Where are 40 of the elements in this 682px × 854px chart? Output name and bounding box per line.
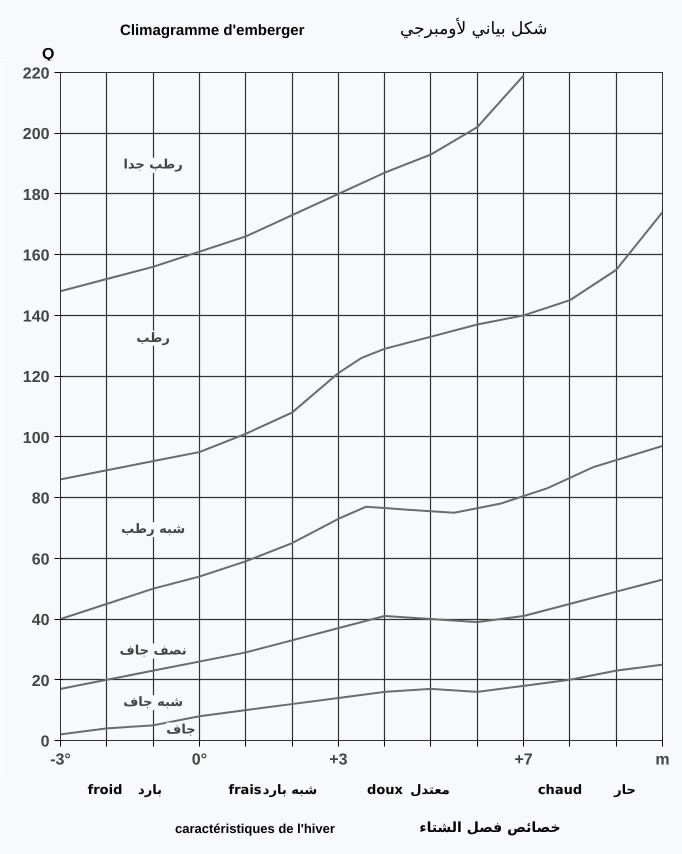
text: خصائص فصل الشتاء (419, 819, 561, 838)
text: بارد (138, 782, 162, 800)
y-tick-label: 160 (22, 248, 50, 265)
y-tick-label: 140 (22, 308, 50, 326)
annotation: شبه جاف (123, 695, 184, 710)
y-tick-label: 220 (22, 66, 50, 82)
y-tick-label: 0 (40, 734, 50, 750)
text: doux (367, 782, 403, 800)
y-tick-label: 120 (22, 369, 50, 386)
y-tick-label: 20 (32, 672, 50, 690)
annotation: شبه رطب (121, 522, 186, 538)
annotation: رطب (136, 330, 170, 346)
text: معتدل (410, 782, 450, 800)
x-tick-label: +3 (329, 752, 348, 768)
y-tick-label: 200 (22, 126, 50, 144)
x-axis-title: caractéristiques de l'hiver (175, 820, 335, 838)
annotation: نصف جاف (120, 644, 187, 659)
text: froid (88, 782, 122, 800)
y-tick-label: 100 (22, 430, 50, 447)
line-series (60, 211, 662, 480)
y-tick-label: 180 (22, 186, 50, 204)
text: frais (228, 782, 262, 800)
line-series (60, 444, 662, 620)
x-tick-label: 0° (192, 752, 208, 768)
annotation: رطب جدا (123, 158, 183, 173)
y-tick-label: 40 (32, 612, 50, 630)
y-tick-label: 80 (32, 490, 50, 508)
x-tick-label: -3° (50, 752, 71, 768)
chart-subtitle: شكل بياني لأومبرجي (400, 17, 548, 41)
line-series (60, 74, 525, 292)
text: شبه بارد (262, 782, 318, 800)
line-series (60, 664, 662, 736)
chart-title: Climagramme d'emberger (120, 21, 304, 41)
y-tick-label: 60 (32, 551, 50, 568)
x-tick-label: +7 (514, 752, 533, 768)
text: chaud (538, 782, 582, 800)
text: حار (614, 782, 636, 800)
annotation: جاف (166, 722, 196, 738)
line-series (60, 578, 662, 690)
x-tick-label: m (655, 752, 670, 768)
